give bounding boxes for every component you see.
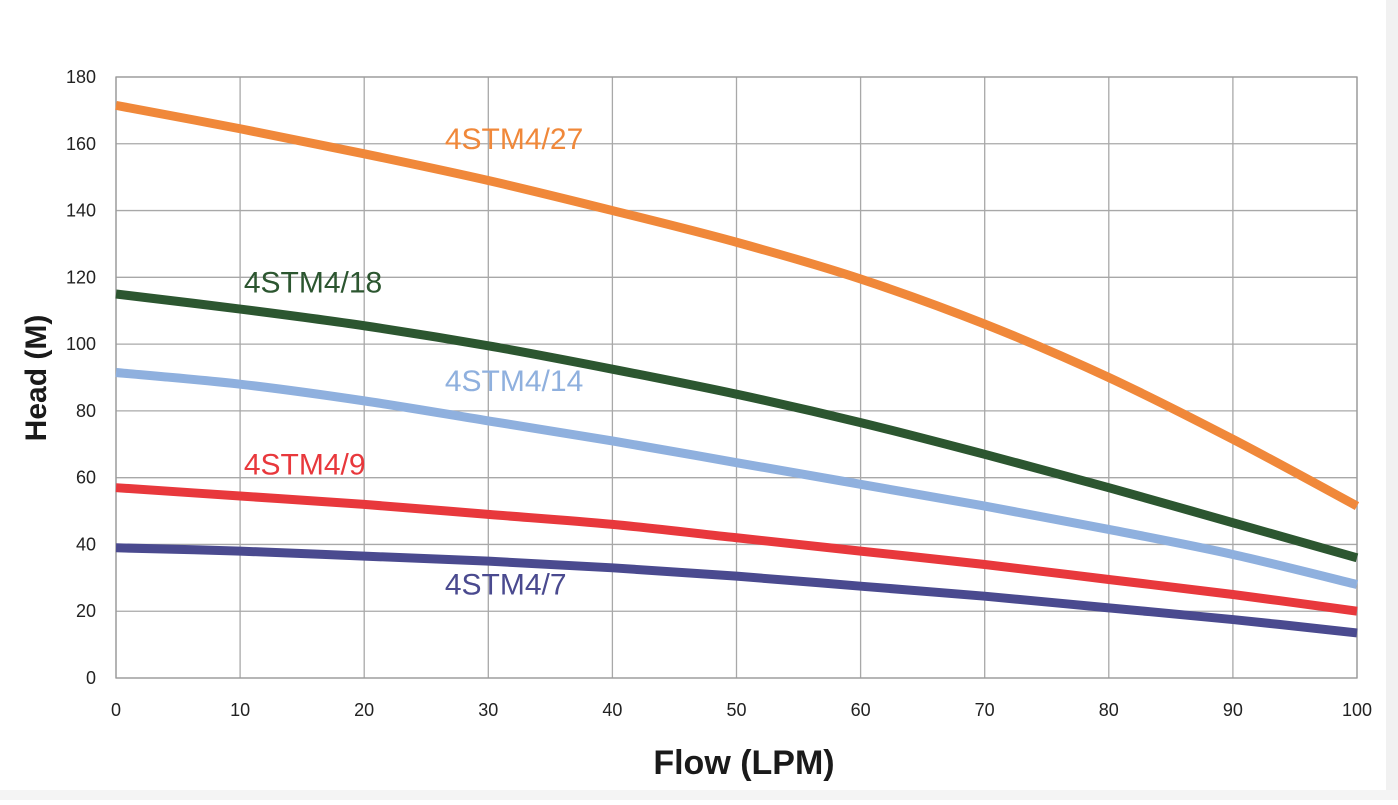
x-axis-title: Flow (LPM) — [653, 744, 834, 782]
x-tick-label-60: 60 — [851, 700, 871, 720]
tick-labels: 0 20 40 60 80 100 120 140 160 180 0 10 20 30 40 50 60 70 8… — [66, 67, 1372, 720]
y-tick-label-60: 60 — [76, 468, 96, 488]
grid — [115, 76, 1358, 679]
frame-edge-right — [1386, 0, 1398, 800]
series-labels: 4STM4/27 4STM4/18 4STM4/14 4STM4/9 4STM4/7 — [244, 123, 583, 602]
y-tick-label-180: 180 — [66, 67, 96, 87]
series-label-4stm4-18: 4STM4/18 — [244, 266, 382, 299]
series-line-4stm4-14 — [115, 368, 1359, 589]
y-tick-label-80: 80 — [76, 401, 96, 421]
x-tick-label-50: 50 — [726, 700, 746, 720]
plot-border — [115, 76, 1358, 679]
x-tick-label-0: 0 — [111, 700, 121, 720]
y-tick-label-120: 120 — [66, 267, 96, 287]
x-tick-label-20: 20 — [354, 700, 374, 720]
y-tick-label-160: 160 — [66, 134, 96, 154]
x-tick-label-70: 70 — [975, 700, 995, 720]
x-tick-label-30: 30 — [478, 700, 498, 720]
series-line-4stm4-7 — [115, 543, 1358, 638]
y-tick-label-140: 140 — [66, 201, 96, 221]
x-tick-label-40: 40 — [602, 700, 622, 720]
x-tick-label-100: 100 — [1342, 700, 1372, 720]
series-line-4stm4-9 — [115, 483, 1358, 616]
series-lines — [115, 100, 1360, 638]
y-tick-label-100: 100 — [66, 334, 96, 354]
y-tick-label-0: 0 — [86, 668, 96, 688]
series-label-4stm4-7: 4STM4/7 — [445, 569, 567, 602]
x-tick-label-10: 10 — [230, 700, 250, 720]
y-axis-title: Head (M) — [20, 315, 53, 442]
frame-edge-bottom — [0, 790, 1398, 800]
series-label-4stm4-14: 4STM4/14 — [445, 365, 583, 398]
series-line-4stm4-27 — [115, 100, 1360, 511]
series-line-4stm4-18 — [115, 289, 1359, 563]
y-tick-label-40: 40 — [76, 534, 96, 554]
x-tick-label-90: 90 — [1223, 700, 1243, 720]
y-tick-label-20: 20 — [76, 601, 96, 621]
x-tick-label-80: 80 — [1099, 700, 1119, 720]
series-label-4stm4-27: 4STM4/27 — [445, 123, 583, 156]
series-label-4stm4-9: 4STM4/9 — [244, 448, 366, 481]
